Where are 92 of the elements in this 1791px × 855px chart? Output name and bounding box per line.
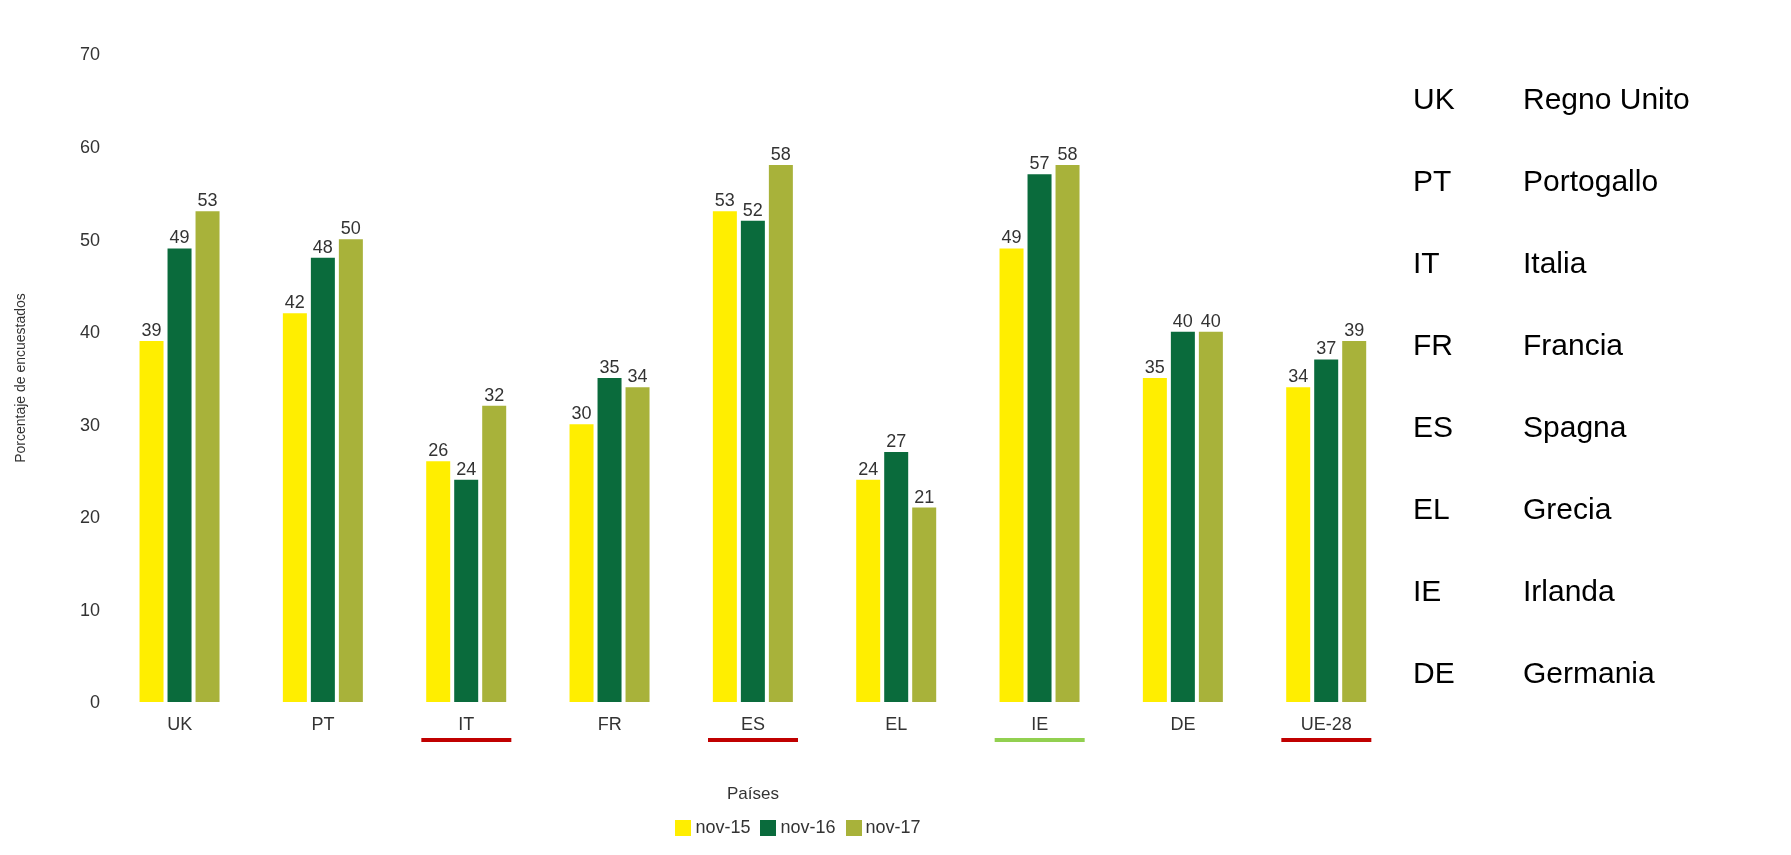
- bar: [625, 387, 650, 702]
- data-label: 21: [914, 486, 935, 507]
- bar: [167, 248, 192, 702]
- text: DE: [1413, 656, 1456, 690]
- text: FR: [1413, 328, 1454, 362]
- text: EL: [1413, 492, 1451, 526]
- bar: [1314, 359, 1339, 702]
- bar: [282, 313, 307, 702]
- data-label: 39: [1344, 319, 1365, 340]
- bar: [1055, 165, 1080, 702]
- x-tick-label: FR: [597, 714, 622, 734]
- bar: [426, 461, 451, 702]
- text: Regno Unito: [1523, 82, 1690, 116]
- x-tick-label: ES: [740, 714, 766, 734]
- data-label: 24: [858, 458, 879, 479]
- bar: [740, 220, 765, 702]
- x-tick-label: DE: [1170, 714, 1196, 734]
- data-label: 34: [1288, 366, 1309, 387]
- data-label: 27: [886, 431, 907, 452]
- bar: [454, 479, 479, 702]
- text: Germania: [1523, 656, 1655, 690]
- bar: [195, 211, 220, 702]
- bar: [856, 479, 881, 702]
- x-axis-title: Países: [727, 784, 779, 803]
- data-label: 40: [1172, 310, 1193, 331]
- text: Irlanda: [1523, 574, 1615, 608]
- y-axis-title: Porcentaje de encuestados: [11, 293, 28, 463]
- x-tick-label: IT: [458, 714, 475, 734]
- data-label: 39: [141, 319, 162, 340]
- data-label: 42: [284, 292, 305, 313]
- bar: [597, 378, 622, 702]
- y-tick-label: 0: [89, 692, 100, 713]
- bar: [1342, 340, 1367, 702]
- data-label: 58: [1057, 144, 1078, 165]
- text: IE: [1413, 574, 1443, 608]
- text: ES: [1413, 410, 1455, 444]
- bar: [999, 248, 1024, 702]
- data-label: 57: [1029, 153, 1050, 174]
- data-label: 24: [456, 458, 477, 479]
- text: UK: [1413, 82, 1456, 116]
- y-tick-label: 40: [79, 322, 100, 343]
- text: Grecia: [1523, 492, 1612, 526]
- text: Italia: [1523, 246, 1587, 280]
- bar: [1198, 331, 1223, 702]
- data-label: 35: [1144, 357, 1165, 377]
- data-label: 30: [571, 403, 592, 424]
- data-label: 49: [1001, 227, 1022, 248]
- y-tick-label: 60: [79, 136, 100, 157]
- y-tick-label: 50: [79, 229, 100, 250]
- text: IT: [1413, 246, 1441, 280]
- bar: [1286, 387, 1311, 702]
- bar: [884, 452, 909, 702]
- data-label: 58: [770, 144, 791, 165]
- data-label: 53: [197, 190, 218, 211]
- data-label: 37: [1316, 338, 1337, 359]
- bar: [569, 424, 594, 702]
- bar: [338, 239, 363, 702]
- data-label: 49: [169, 227, 190, 248]
- data-label: 34: [627, 366, 648, 387]
- data-label: 52: [742, 199, 763, 220]
- y-tick-label: 10: [79, 599, 100, 620]
- x-tick-label: IE: [1031, 714, 1049, 734]
- data-label: 48: [312, 236, 333, 257]
- text: Spagna: [1523, 410, 1627, 444]
- legend-label: nov-15: [695, 817, 751, 837]
- legend-label: nov-16: [780, 817, 836, 837]
- y-tick-label: 30: [79, 414, 100, 435]
- bar: [712, 211, 737, 702]
- y-tick-label: 20: [79, 507, 100, 528]
- data-label: 40: [1200, 310, 1221, 331]
- data-label: 53: [714, 190, 735, 211]
- x-tick-label: EL: [885, 714, 908, 734]
- x-tick-label: UK: [167, 714, 193, 734]
- data-label: 26: [428, 440, 449, 461]
- x-tick-label: PT: [311, 714, 335, 734]
- bar: [768, 165, 793, 702]
- data-label: 35: [599, 357, 620, 377]
- x-tick-label: UE-28: [1300, 714, 1352, 734]
- text: PT: [1413, 164, 1453, 198]
- bar: [912, 507, 937, 702]
- legend-label: nov-17: [865, 817, 921, 837]
- bar: [1170, 331, 1195, 702]
- data-label: 50: [340, 218, 361, 239]
- text: Portogallo: [1523, 164, 1659, 198]
- bar: [1027, 174, 1052, 702]
- data-label: 32: [484, 384, 505, 405]
- bar: [139, 340, 164, 702]
- text: Francia: [1523, 328, 1624, 362]
- y-tick-label: 70: [79, 44, 100, 65]
- bar: [310, 257, 335, 702]
- bar: [482, 405, 507, 702]
- bar: [1142, 378, 1167, 702]
